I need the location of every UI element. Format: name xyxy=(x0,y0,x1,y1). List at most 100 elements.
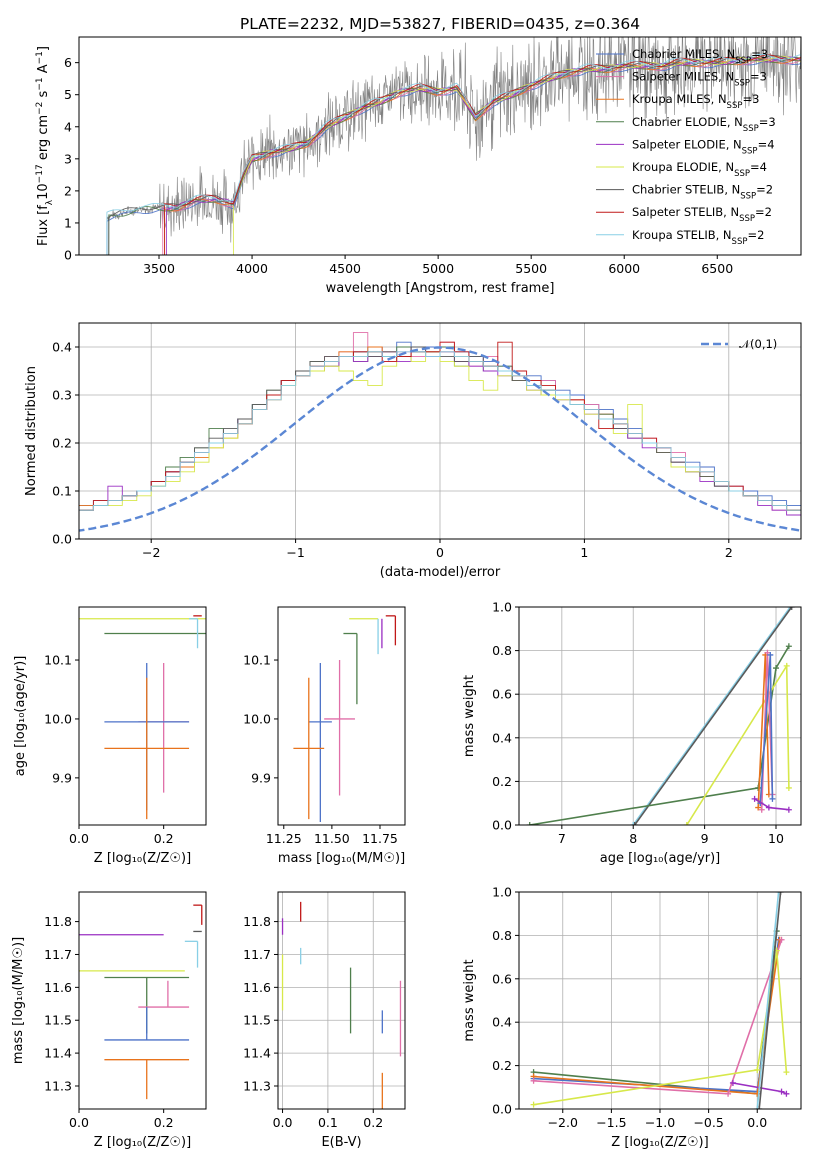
weight-line-chabrier_stelib xyxy=(758,892,782,1109)
legend-suffix: =3 xyxy=(750,70,767,84)
y-tick-label: 0.6 xyxy=(492,971,512,986)
panel-residuals: −2 −1 0 1 2 0.0 0.1 0.2 0.3 0.4 (data-model)/error… xyxy=(24,322,802,580)
legend-label: Chabrier ELODIE, N xyxy=(632,115,743,129)
x-tick-label: 0.0 xyxy=(69,831,89,846)
x-tick-label: −1.0 xyxy=(645,1115,675,1130)
weight-marker-salpeter_elodie xyxy=(783,1090,790,1097)
y-tick-label: 0.8 xyxy=(492,928,512,943)
x-tick-label: 0 xyxy=(436,545,444,560)
x-tick-label: 11.50 xyxy=(314,831,350,846)
x-tick-label: −0.5 xyxy=(693,1115,723,1130)
y-tick-label: 0.2 xyxy=(492,774,512,789)
normal-curve xyxy=(79,346,801,532)
plot-area xyxy=(530,892,790,1109)
histogram-salpeter_elodie xyxy=(79,346,801,516)
x-axis-label: age [log₁₀(age/yr)] xyxy=(600,851,721,866)
plot-area xyxy=(79,904,203,1100)
histogram-kroupa_stelib xyxy=(79,351,801,516)
legend-entry: Salpeter MILES, NSSP=3 xyxy=(632,70,767,89)
legend-label: Kroupa MILES, N xyxy=(632,92,727,106)
y-tick-label: 11.6 xyxy=(44,980,72,995)
weight-marker-kroupa_stelib xyxy=(630,822,637,825)
y-tick-label: 0.2 xyxy=(52,436,72,451)
x-tick-label: 8 xyxy=(629,831,637,846)
y-tick-label: 0.6 xyxy=(492,687,512,702)
y-tick-label: 1.0 xyxy=(492,885,512,900)
y-tick-label: 9.9 xyxy=(52,770,72,785)
legend-entry: Salpeter ELODIE, NSSP=4 xyxy=(632,137,775,156)
y-tick-label: 1.0 xyxy=(492,600,512,615)
legend-entry: 𝒩(0,1) xyxy=(739,337,777,351)
legend-entry: Kroupa STELIB, NSSP=2 xyxy=(632,228,764,247)
x-tick-label: 0.2 xyxy=(154,831,174,846)
y-tick-label: 0.2 xyxy=(492,1058,512,1073)
axes-frame xyxy=(78,36,802,256)
weight-line-kroupa_miles xyxy=(533,939,781,1095)
y-axis-label: mass weight xyxy=(462,675,477,757)
weight-marker-kroupa_elodie xyxy=(754,1066,761,1073)
y-tick-label: 10.0 xyxy=(44,711,72,726)
weight-marker-salpeter_elodie xyxy=(778,1088,785,1095)
weight-marker-kroupa_elodie xyxy=(785,784,792,791)
y-axis-label: Normed distribution xyxy=(24,366,39,496)
x-axis-label: Z [log₁₀(Z/Z☉)] xyxy=(94,1135,191,1150)
y-axis-label-part: A xyxy=(36,64,51,77)
weight-marker-salpeter_miles xyxy=(778,936,785,943)
weight-marker-chabrier_elodie xyxy=(773,665,780,672)
x-tick-label: 5500 xyxy=(515,261,547,276)
y-tick-label: 0.0 xyxy=(52,532,72,547)
y-tick-label: 2 xyxy=(64,183,72,198)
weight-marker-chabrier_stelib xyxy=(788,607,795,610)
x-tick-label: 0.2 xyxy=(363,1115,383,1130)
axes-frame xyxy=(518,606,802,826)
axes-frame xyxy=(277,606,406,826)
legend-suffix: =4 xyxy=(750,160,767,174)
x-tick-label: 1 xyxy=(580,545,588,560)
x-tick-label: −2.0 xyxy=(548,1115,578,1130)
y-tick-label: 11.3 xyxy=(44,1078,72,1093)
histogram-chabrier_stelib xyxy=(79,346,801,516)
weight-marker-kroupa_elodie xyxy=(530,1101,537,1108)
y-tick-label: 10.0 xyxy=(243,711,271,726)
weight-line-salpeter_miles xyxy=(533,939,783,1095)
y-axis-label-part: erg cm xyxy=(36,115,51,164)
legend-sub: SSP xyxy=(734,169,750,179)
y-tick-label: 9.9 xyxy=(251,770,271,785)
x-axis-label: mass [log₁₀(M/M☉)] xyxy=(278,851,405,866)
y-tick-label: 6 xyxy=(64,55,72,70)
legend-suffix: =2 xyxy=(756,183,773,197)
x-axis-label: wavelength [Angstrom, rest frame] xyxy=(326,281,555,296)
weight-line-chabrier_miles xyxy=(533,939,780,1093)
y-tick-label: 0 xyxy=(64,248,72,263)
plot-area xyxy=(79,332,801,532)
model-line-chabrier_stelib xyxy=(108,55,801,255)
y-axis-label-part: −17 xyxy=(35,164,45,183)
weight-line-chabrier_elodie xyxy=(529,645,790,825)
plot-area xyxy=(79,615,206,820)
weight-marker-salpeter_elodie xyxy=(751,795,758,802)
x-tick-label: 6000 xyxy=(608,261,640,276)
y-tick-label: 0.0 xyxy=(492,1102,512,1117)
x-axis-label: (data-model)/error xyxy=(380,565,501,580)
x-tick-label: 4500 xyxy=(329,261,361,276)
figure-title: PLATE=2232, MJD=53827, FIBERID=0435, z=0… xyxy=(240,15,640,33)
histogram-chabrier_elodie xyxy=(79,346,801,521)
weight-marker-kroupa_elodie xyxy=(783,1069,790,1076)
y-tick-label: 11.6 xyxy=(243,980,271,995)
y-tick-label: 11.8 xyxy=(44,914,72,929)
plot-area xyxy=(526,607,795,825)
legend-label: Salpeter STELIB, N xyxy=(632,205,739,219)
x-axis-label: Z [log₁₀(Z/Z☉)] xyxy=(611,1135,708,1150)
legend-sub: SSP xyxy=(742,146,758,156)
x-tick-label: −2 xyxy=(142,545,160,560)
y-axis-label: Flux [fλ10−17 erg cm−2 s−1 A−1] xyxy=(35,46,55,246)
weight-marker-chabrier_elodie xyxy=(785,643,792,650)
histogram-kroupa_elodie xyxy=(79,351,801,516)
legend-label: Chabrier MILES, N xyxy=(632,47,735,61)
y-axis-label-part: −1 xyxy=(35,51,45,64)
legend-label: Kroupa STELIB, N xyxy=(632,228,732,242)
weight-line-kroupa_miles xyxy=(757,654,770,808)
x-tick-label: 6500 xyxy=(701,261,733,276)
y-tick-label: 11.7 xyxy=(44,947,72,962)
y-tick-label: 11.8 xyxy=(243,914,271,929)
